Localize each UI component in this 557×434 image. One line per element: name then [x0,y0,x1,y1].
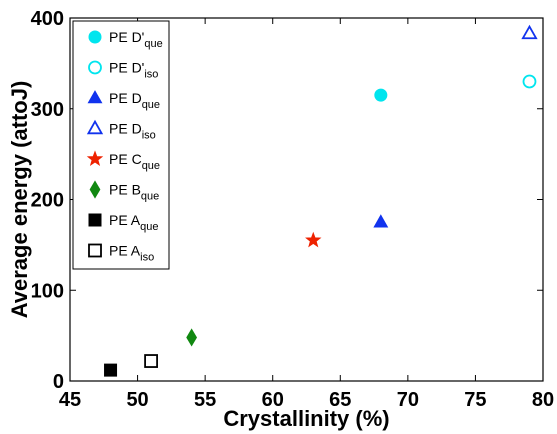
y-tick-label: 200 [31,190,64,212]
x-tick-label: 70 [397,389,419,411]
y-tick-label: 100 [31,280,64,302]
data-point-triangle [521,24,538,40]
y-tick-label: 0 [53,371,64,393]
x-tick-label: 50 [126,389,148,411]
legend-label: PE Aiso [109,243,154,264]
legend: PE D'que PE D'iso PE Dque PE Diso PE Cque PE … [72,20,170,270]
axis-ticks: 45 50 55 60 65 70 75 80 0 100 200 300 400 [31,8,555,411]
data-point-square [104,363,118,377]
legend-marker-triangle [87,90,103,104]
legend-marker-circle [88,60,102,75]
legend-marker-square [88,213,102,227]
legend-box [72,20,170,270]
x-tick-label: 75 [464,389,486,411]
legend-label: PE Bque [109,182,159,203]
data-points [104,24,538,377]
data-point-circle [374,88,388,102]
legend-marker-circle [88,30,102,44]
legend-label: PE Dque [109,90,160,111]
legend-label: PE D'que [109,29,163,50]
data-point-diamond [186,328,198,347]
legend-marker-triangle [86,119,104,135]
y-tick-label: 400 [31,8,64,30]
legend-label: PE Aque [109,212,159,233]
x-axis-label: Crystallinity (%) [223,406,389,431]
legend-marker-star [86,150,104,166]
x-tick-label: 55 [194,389,216,411]
data-point-circle [522,74,537,89]
legend-label: PE Diso [109,121,156,142]
data-point-star [305,231,322,248]
legend-marker-diamond [89,180,101,199]
x-tick-label: 60 [262,389,284,411]
data-point-square [144,354,158,368]
data-point-triangle [373,214,389,228]
y-tick-label: 300 [31,99,64,121]
x-tick-label: 80 [532,389,554,411]
legend-label: PE D'iso [109,60,158,81]
legend-label: PE Cque [109,151,160,172]
x-tick-label: 65 [329,389,351,411]
legend-marker-square [88,243,102,258]
x-tick-label: 45 [59,389,81,411]
y-axis-label: Average energy (attoJ) [7,81,32,319]
